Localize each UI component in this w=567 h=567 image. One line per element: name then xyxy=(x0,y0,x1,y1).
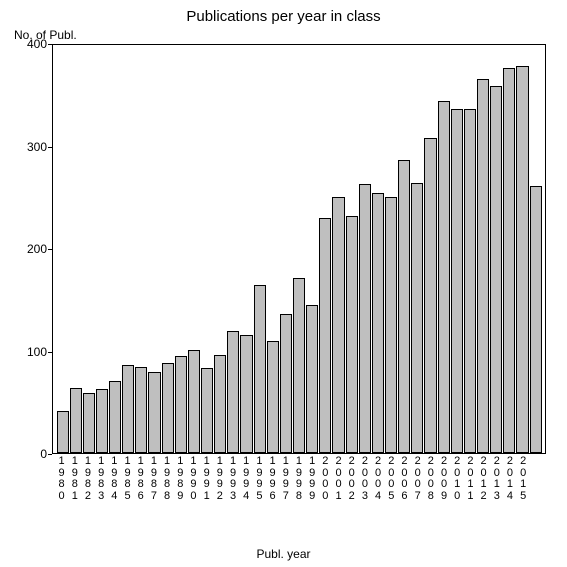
x-tick-label: 2002 xyxy=(345,456,358,502)
x-tick-label: 1984 xyxy=(108,456,121,502)
bar xyxy=(372,193,384,453)
x-tick-labels: 1980198119821983198419851986198719881989… xyxy=(52,456,546,502)
bar xyxy=(148,372,160,453)
bar xyxy=(240,335,252,453)
x-tick-label: 1987 xyxy=(147,456,160,502)
y-tick-label: 0 xyxy=(7,447,47,461)
bar xyxy=(83,393,95,453)
bar xyxy=(280,314,292,453)
bar xyxy=(477,79,489,453)
x-tick-label: 2007 xyxy=(411,456,424,502)
bar xyxy=(306,305,318,453)
x-tick-label: 2006 xyxy=(398,456,411,502)
bar xyxy=(398,160,410,453)
x-tick-label: 1995 xyxy=(253,456,266,502)
x-tick-label: 1999 xyxy=(306,456,319,502)
y-tick-label: 100 xyxy=(7,345,47,359)
bar xyxy=(162,363,174,453)
x-tick-label: 2012 xyxy=(477,456,490,502)
bar xyxy=(175,356,187,453)
x-tick-label xyxy=(530,456,543,502)
bar xyxy=(490,86,502,453)
x-tick-label: 1985 xyxy=(121,456,134,502)
x-tick-label: 2011 xyxy=(464,456,477,502)
x-tick-label: 2015 xyxy=(517,456,530,502)
bar xyxy=(451,109,463,453)
x-tick-label: 1989 xyxy=(174,456,187,502)
x-tick-label: 2001 xyxy=(332,456,345,502)
bar xyxy=(503,68,515,453)
x-tick-label: 1992 xyxy=(213,456,226,502)
y-tick-mark xyxy=(48,454,52,455)
bar xyxy=(227,331,239,453)
bar xyxy=(516,66,528,453)
x-tick-label: 2013 xyxy=(490,456,503,502)
x-tick-label: 1993 xyxy=(226,456,239,502)
y-tick-label: 300 xyxy=(7,140,47,154)
plot-area xyxy=(52,44,546,454)
chart-container: Publications per year in class No. of Pu… xyxy=(0,0,567,567)
bars-area xyxy=(53,45,545,453)
x-tick-label: 1986 xyxy=(134,456,147,502)
bar xyxy=(293,278,305,453)
y-tick-label: 200 xyxy=(7,242,47,256)
x-tick-label: 1981 xyxy=(68,456,81,502)
x-tick-label: 2000 xyxy=(319,456,332,502)
x-tick-label: 1994 xyxy=(240,456,253,502)
x-tick-label: 1982 xyxy=(81,456,94,502)
bar xyxy=(319,218,331,453)
bar xyxy=(385,197,397,453)
bar xyxy=(201,368,213,453)
x-tick-label: 2008 xyxy=(424,456,437,502)
x-tick-label: 1998 xyxy=(292,456,305,502)
bar xyxy=(122,365,134,453)
chart-title: Publications per year in class xyxy=(0,8,567,25)
x-tick-label: 1983 xyxy=(95,456,108,502)
bar xyxy=(359,184,371,453)
x-tick-label: 2005 xyxy=(385,456,398,502)
bar xyxy=(135,367,147,453)
bar xyxy=(346,216,358,453)
bar xyxy=(254,285,266,453)
x-tick-label: 1988 xyxy=(161,456,174,502)
x-axis-label: Publ. year xyxy=(0,547,567,561)
bar xyxy=(438,101,450,453)
bar xyxy=(424,138,436,453)
bar xyxy=(214,355,226,453)
bar xyxy=(109,381,121,453)
x-tick-label: 2003 xyxy=(358,456,371,502)
bar xyxy=(70,388,82,453)
bar xyxy=(411,183,423,453)
bar xyxy=(530,186,542,453)
x-tick-label: 2009 xyxy=(437,456,450,502)
bar xyxy=(464,109,476,453)
bar xyxy=(57,411,69,453)
x-tick-label: 2014 xyxy=(503,456,516,502)
x-tick-label: 1997 xyxy=(279,456,292,502)
x-tick-label: 1980 xyxy=(55,456,68,502)
x-tick-label: 2010 xyxy=(451,456,464,502)
bar xyxy=(267,341,279,453)
x-tick-label: 1996 xyxy=(266,456,279,502)
y-tick-label: 400 xyxy=(7,37,47,51)
bar xyxy=(188,350,200,453)
x-tick-label: 2004 xyxy=(372,456,385,502)
x-tick-label: 1990 xyxy=(187,456,200,502)
x-tick-label: 1991 xyxy=(200,456,213,502)
bar xyxy=(96,389,108,453)
bar xyxy=(332,197,344,453)
